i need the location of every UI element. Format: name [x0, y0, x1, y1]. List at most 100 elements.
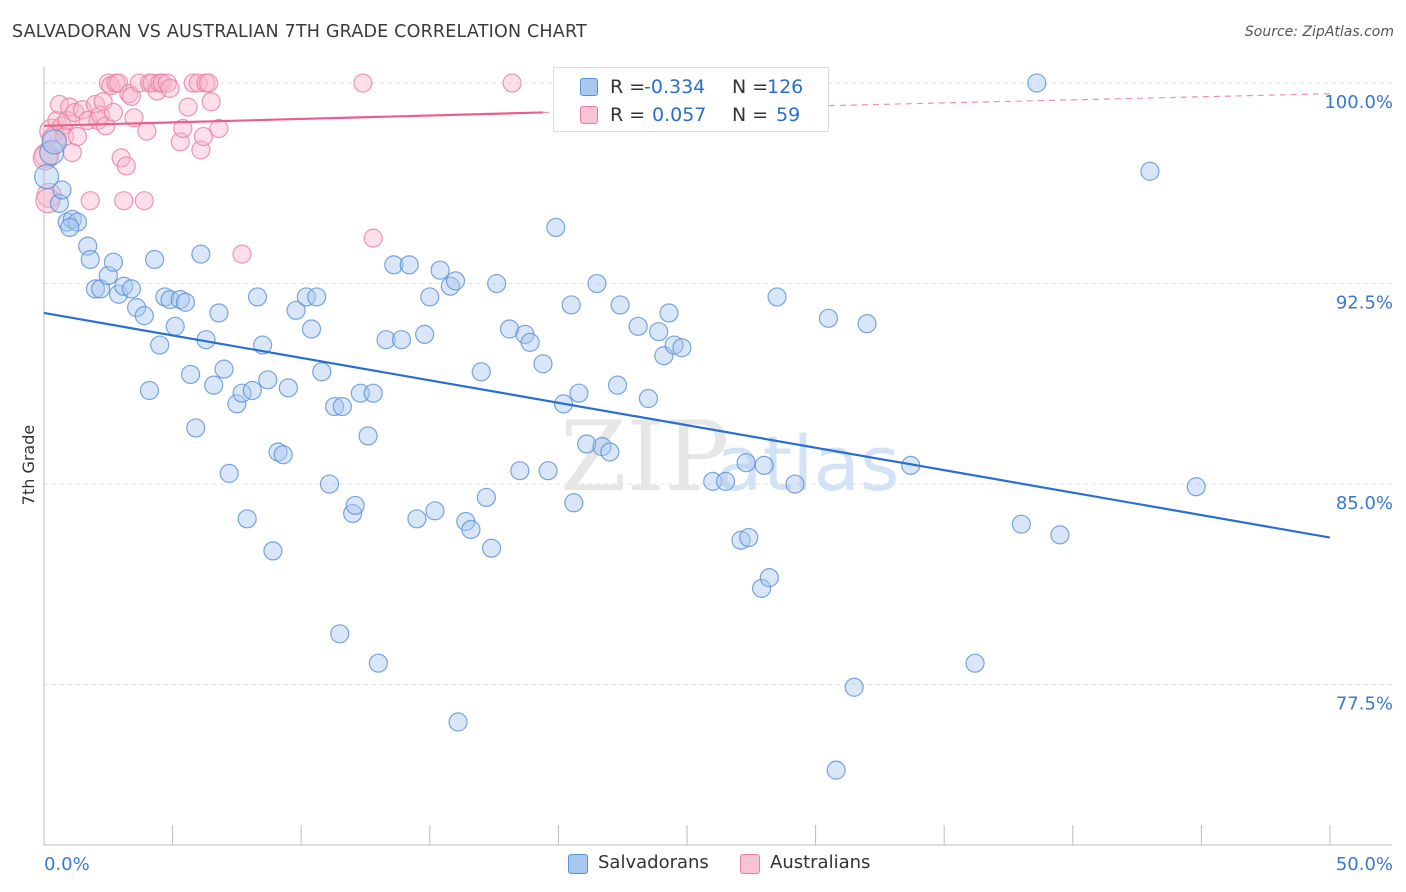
- salvadorans-point: [60, 217, 80, 238]
- salvadorans-point: [165, 316, 185, 336]
- salvadorans-point: [301, 319, 322, 339]
- salvadorans-point: [312, 362, 332, 382]
- salvadorans-point: [577, 434, 597, 454]
- salvadorans-point: [407, 509, 427, 529]
- y-tick-labels: 100.0% 92.5% 85.0% 77.5%: [1324, 92, 1393, 715]
- salvadorans-point: [659, 303, 679, 323]
- salvadorans-point: [420, 287, 440, 307]
- watermark: ZIP atlas: [560, 401, 900, 513]
- watermark-atlas: atlas: [716, 419, 900, 508]
- salvadorans-point: [237, 509, 257, 529]
- salvadorans-point: [1011, 514, 1031, 534]
- salvadorans-point: [296, 287, 316, 307]
- y-tick-label: 85.0%: [1336, 493, 1393, 514]
- australians-point: [157, 73, 178, 93]
- blue-swatch: [580, 78, 598, 96]
- australians-point: [502, 73, 522, 93]
- salvadorans-point: [487, 273, 507, 294]
- australians-point: [98, 73, 118, 93]
- stats-legend: R = -0.334 N = 126 R = 0.057 N = 59: [553, 67, 829, 132]
- salvadorans-point: [247, 287, 268, 307]
- salvadorans-point: [1186, 477, 1206, 497]
- salvadorans-point: [731, 530, 751, 550]
- salvadorans-point: [144, 249, 165, 270]
- salvadorans-point: [39, 139, 65, 166]
- salvadorans-point: [1027, 73, 1047, 93]
- salvadorans-point: [587, 273, 607, 294]
- salvadorans-point: [520, 332, 540, 352]
- australians-point: [101, 76, 121, 96]
- x-tick-label-50: 50.0%: [1336, 854, 1393, 875]
- salvadorans-point: [376, 330, 396, 350]
- salvadorans-point: [85, 279, 106, 299]
- legend-label-australians: Australians: [770, 852, 871, 873]
- australians-point: [232, 244, 252, 264]
- salvadorans-point: [448, 712, 468, 732]
- salvadorans-point: [121, 279, 142, 299]
- r-label: R =: [610, 76, 646, 98]
- salvadorans-point: [57, 212, 77, 232]
- salvadorans-point: [759, 568, 779, 588]
- australians-point: [80, 191, 100, 211]
- pink-swatch: [580, 106, 598, 124]
- r-value-australians: 0.057: [652, 104, 707, 126]
- australians-point: [72, 100, 93, 120]
- y-tick-label: 100.0%: [1324, 92, 1393, 113]
- salvadorans-point: [538, 461, 558, 481]
- salvadorans-point: [844, 677, 864, 697]
- salvadorans-point: [638, 388, 659, 409]
- salvadorans-point: [134, 306, 154, 326]
- salvadorans-point: [343, 503, 363, 524]
- salvadorans-point: [191, 244, 211, 264]
- salvadorans-point: [330, 624, 350, 644]
- salvadorans-point: [510, 461, 530, 481]
- salvadorans-point: [227, 394, 247, 414]
- y-tick-label: 77.5%: [1336, 694, 1393, 715]
- salvadorans-point: [52, 180, 72, 200]
- salvadorans-point: [278, 378, 298, 398]
- salvadorans-point: [569, 383, 589, 403]
- salvadorans-point: [114, 276, 134, 296]
- n-value-australians: 59: [776, 104, 801, 126]
- salvadorans-point: [461, 519, 481, 540]
- salvadorans-point: [600, 442, 620, 462]
- salvadorans-point: [399, 255, 419, 275]
- australians-points: [32, 73, 522, 264]
- salvadorans-point: [564, 493, 584, 513]
- australians-point: [178, 97, 198, 117]
- salvadorans-point: [672, 338, 692, 358]
- salvadorans-point: [736, 453, 756, 473]
- salvadorans-point: [368, 653, 388, 673]
- salvadorans-point: [664, 335, 684, 355]
- australians-point: [160, 78, 180, 98]
- australians-point: [199, 73, 219, 93]
- salvadorans-point: [754, 455, 774, 475]
- salvadorans-point: [1050, 525, 1070, 545]
- australians-point: [116, 156, 136, 176]
- salvadorans-point: [103, 252, 124, 272]
- salvadorans-point: [826, 760, 846, 780]
- salvadorans-point: [965, 653, 985, 673]
- salvadorans-point: [499, 319, 520, 339]
- r-value-salvadorans: -0.334: [644, 76, 706, 98]
- salvadorans-point: [628, 316, 648, 336]
- salvadorans-point: [739, 527, 759, 548]
- salvadorans-point: [268, 442, 288, 462]
- australians-point: [201, 92, 221, 112]
- salvadorans-point: [307, 287, 327, 307]
- australians-point: [188, 73, 208, 93]
- salvadorans-point: [319, 474, 340, 494]
- salvadorans-point: [242, 380, 262, 401]
- blue-swatch: [568, 854, 588, 874]
- australians-point: [363, 228, 383, 248]
- n-value-salvadorans: 126: [767, 76, 804, 98]
- salvadorans-point: [818, 308, 839, 328]
- salvadorans-point: [62, 209, 82, 229]
- salvadorans-point: [209, 303, 229, 323]
- r-label: R =: [610, 104, 646, 126]
- salvadorans-point: [258, 370, 278, 390]
- salvadorans-point: [332, 396, 352, 417]
- salvadorans-point: [41, 129, 67, 155]
- australians-point: [114, 191, 134, 211]
